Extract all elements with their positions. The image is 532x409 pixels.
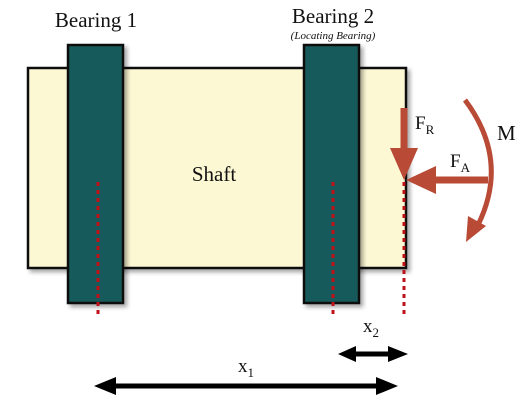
axial-force-arrow <box>406 166 488 194</box>
x1-label: x1 <box>238 356 254 380</box>
radial-force-label: FR <box>415 113 435 137</box>
bearing-2 <box>302 43 361 305</box>
moment-arrow <box>462 98 494 242</box>
axial-force-label: FA <box>450 151 471 175</box>
bearing-2-label: Bearing 2 <box>292 4 374 28</box>
x2-dimension-arrow <box>338 346 408 362</box>
bearing-2-note: (Locating Bearing) <box>291 30 376 42</box>
x2-label: x2 <box>363 316 379 340</box>
bearing-1-label: Bearing 1 <box>55 8 137 32</box>
bearing-1 <box>66 43 125 305</box>
x1-dimension-arrow <box>94 377 398 395</box>
radial-force-arrow <box>390 108 418 180</box>
moment-label: M <box>497 121 516 145</box>
shaft-label: Shaft <box>192 162 236 186</box>
